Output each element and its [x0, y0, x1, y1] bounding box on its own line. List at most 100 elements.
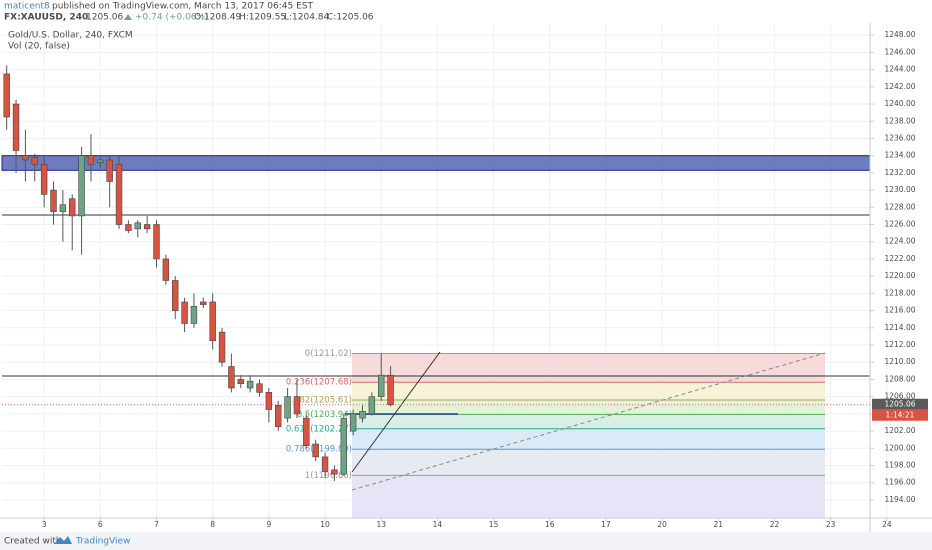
y-tick-label: 1226.00	[884, 220, 915, 229]
fib-label: 0.786(1199.89)	[286, 445, 352, 455]
y-tick-label: 1228.00	[884, 202, 915, 211]
last-price-box	[872, 398, 928, 410]
candle-body	[387, 374, 394, 406]
candle-body	[284, 396, 291, 419]
x-tick-label: 24	[882, 520, 892, 529]
y-tick-label: 1248.00	[884, 30, 915, 39]
candle-body	[303, 417, 310, 447]
x-tick-label: 22	[770, 520, 780, 529]
candle-body	[256, 383, 263, 393]
y-tick-label: 1222.00	[884, 254, 915, 263]
x-tick-label: 13	[376, 520, 386, 529]
y-tick-label: 1218.00	[884, 288, 915, 297]
candle-body	[40, 163, 48, 195]
y-tick-label: 1196.00	[884, 478, 915, 487]
fib-zone	[352, 382, 825, 401]
y-tick-label: 1200.00	[884, 443, 915, 452]
candle-body	[378, 374, 385, 397]
x-tick-label: 23	[826, 520, 836, 529]
trend-line-dashed	[351, 352, 826, 491]
y-tick-label: 1234.00	[884, 151, 915, 160]
x-tick-label: 7	[154, 520, 159, 529]
candle-body	[275, 404, 282, 428]
candle-body	[31, 157, 38, 165]
header-high: H:1209.55	[239, 13, 286, 23]
x-tick-label: 6	[98, 520, 103, 529]
y-tick-label: 1244.00	[884, 65, 915, 74]
candle-body	[22, 155, 29, 161]
y-tick-label: 1220.00	[884, 271, 915, 280]
y-tick-label: 1210.00	[884, 357, 915, 366]
candle-body	[97, 159, 104, 163]
header-change: +0.74 (+0.06%)	[135, 13, 209, 23]
header-low: L:1204.84	[284, 13, 330, 23]
y-tick-label: 1202.00	[884, 426, 915, 435]
candle-body	[218, 331, 226, 363]
candle-body	[59, 204, 67, 212]
x-tick-label: 15	[489, 520, 499, 529]
countdown: 1:14:21	[886, 411, 915, 420]
fib-label: 0.618(1202.27)	[286, 424, 352, 434]
trend-line	[351, 351, 441, 473]
up-arrow	[124, 14, 132, 20]
y-tick-label: 1212.00	[884, 340, 915, 349]
footer-bar	[0, 532, 932, 550]
candle-body	[321, 456, 329, 472]
x-tick-label: 14	[433, 520, 443, 529]
y-tick-label: 1232.00	[884, 168, 915, 177]
candle-body	[78, 155, 85, 217]
x-tick-label: 8	[210, 520, 215, 529]
candle-body	[349, 413, 357, 432]
header-price: 1205.06	[86, 13, 123, 23]
symbol: FX:XAUUSD, 240	[4, 13, 88, 23]
fib-zone	[352, 475, 825, 518]
candle-body	[331, 469, 338, 475]
y-tick-label: 1198.00	[884, 461, 915, 470]
candle-body	[50, 189, 57, 212]
candle-body	[134, 222, 141, 230]
fib-zone	[352, 400, 825, 415]
candle-body	[340, 417, 347, 475]
fib-zone	[352, 428, 825, 450]
header-close: C:1205.06	[327, 13, 374, 23]
fib-zone	[352, 449, 825, 476]
y-tick-label: 1216.00	[884, 306, 915, 315]
footer-created: Created with	[4, 537, 62, 547]
candle-body	[106, 159, 113, 182]
candle-body	[181, 301, 188, 324]
candle-body	[143, 224, 151, 230]
candle-body	[3, 73, 10, 118]
y-tick-label: 1236.00	[884, 133, 915, 142]
y-tick-label: 1214.00	[884, 323, 915, 332]
candle-body	[312, 443, 319, 458]
candle-body	[368, 396, 376, 415]
candle-body	[162, 258, 170, 281]
y-tick-label: 1194.00	[884, 495, 915, 504]
candle-body	[172, 280, 179, 311]
plot-area: 0(1211.02) 0.236(1207.68) 0.382(1205.61) 0.…	[1, 24, 888, 518]
header-open: O:1208.49	[194, 13, 241, 23]
last-price-label: 1205.06	[884, 400, 915, 409]
countdown-box	[872, 409, 928, 421]
header-bar	[0, 0, 932, 23]
y-tick-label: 1240.00	[884, 99, 915, 108]
x-tick-label: 21	[714, 520, 724, 529]
x-tick-label: 9	[266, 520, 271, 529]
y-tick-label: 1238.00	[884, 116, 915, 125]
candle-body	[209, 301, 216, 342]
legend-volume: Vol (20, false)	[8, 42, 70, 52]
fib-label: 0.382(1205.61)	[286, 396, 352, 406]
fib-label: 1(1196.86)	[305, 471, 352, 481]
candle-body	[200, 301, 207, 305]
fib-zone	[352, 353, 825, 383]
candle-body	[228, 366, 235, 389]
footer-brand[interactable]: TradingView	[75, 537, 130, 547]
x-tick-label: 17	[601, 520, 611, 529]
candle-body	[125, 224, 132, 231]
candle-body	[265, 392, 273, 410]
fib-label: 0.5(1203.94)	[297, 410, 352, 420]
y-tick-label: 1242.00	[884, 82, 915, 91]
y-tick-label: 1224.00	[884, 237, 915, 246]
x-tick-label: 16	[545, 520, 555, 529]
author[interactable]: maticent8	[4, 2, 50, 12]
